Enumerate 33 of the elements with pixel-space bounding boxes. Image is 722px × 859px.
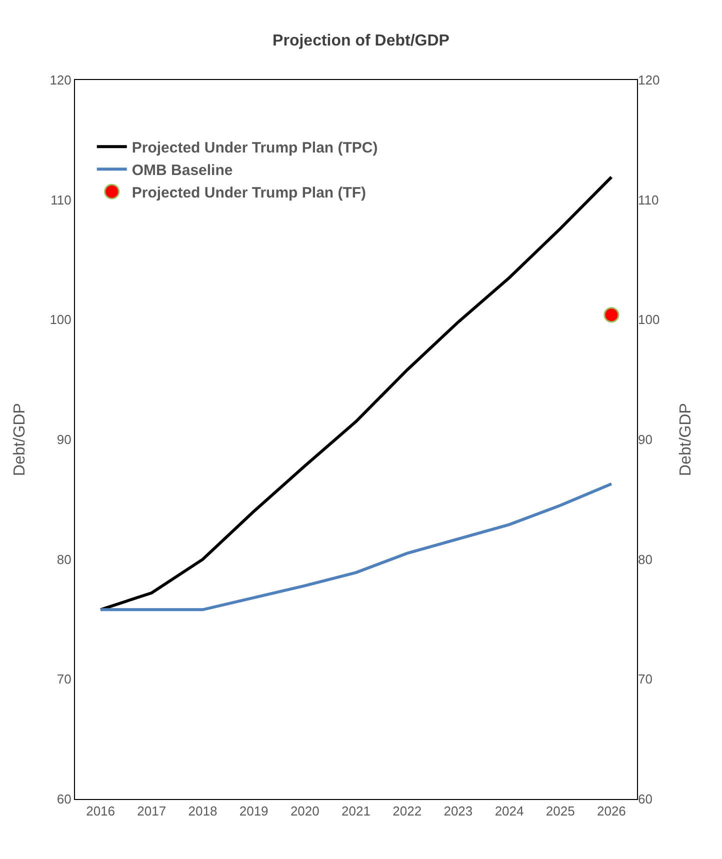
chart-title: Projection of Debt/GDP xyxy=(272,32,450,50)
y2-tick-label: 120 xyxy=(638,72,660,88)
y-tick-label: 60 xyxy=(56,792,72,807)
x-tick-label: 2023 xyxy=(444,804,473,819)
x-tick-label: 2017 xyxy=(137,804,166,819)
y2-tick-label: 80 xyxy=(638,552,652,567)
x-tick-label: 2022 xyxy=(392,804,422,819)
y2-tick-label: 110 xyxy=(638,192,659,208)
y2-tick-label: 60 xyxy=(638,792,652,807)
legend-label: Projected Under Trump Plan (TPC) xyxy=(132,139,378,156)
x-tick-label: 2021 xyxy=(342,804,370,819)
y-tick-label: 80 xyxy=(56,552,72,567)
x-tick-label: 2026 xyxy=(596,804,626,819)
legend-label: Projected Under Trump Plan (TF) xyxy=(132,184,366,202)
y-tick-label: 70 xyxy=(56,672,72,687)
y2-tick-label: 90 xyxy=(638,432,652,448)
y-tick-label: 120 xyxy=(50,72,72,88)
y-axis-title: Debt/GDP xyxy=(12,403,29,476)
y-tick-label: 110 xyxy=(50,192,72,208)
line-series xyxy=(99,482,613,612)
x-tick-label: 2018 xyxy=(188,804,218,819)
x-tick-label: 2024 xyxy=(494,804,524,819)
y-tick-label: 90 xyxy=(56,432,72,448)
y2-tick-label: 100 xyxy=(638,312,660,328)
y-tick-label: 100 xyxy=(50,312,72,328)
legend-label: OMB Baseline xyxy=(132,162,233,179)
x-tick-label: 2019 xyxy=(239,804,268,819)
y2-axis-title: Debt/GDP xyxy=(677,403,694,476)
y2-tick-label: 70 xyxy=(638,672,652,687)
x-tick-label: 2020 xyxy=(290,804,320,819)
x-tick-label: 2025 xyxy=(546,804,575,819)
x-tick-label: 2016 xyxy=(86,804,116,819)
line-series xyxy=(99,176,613,612)
